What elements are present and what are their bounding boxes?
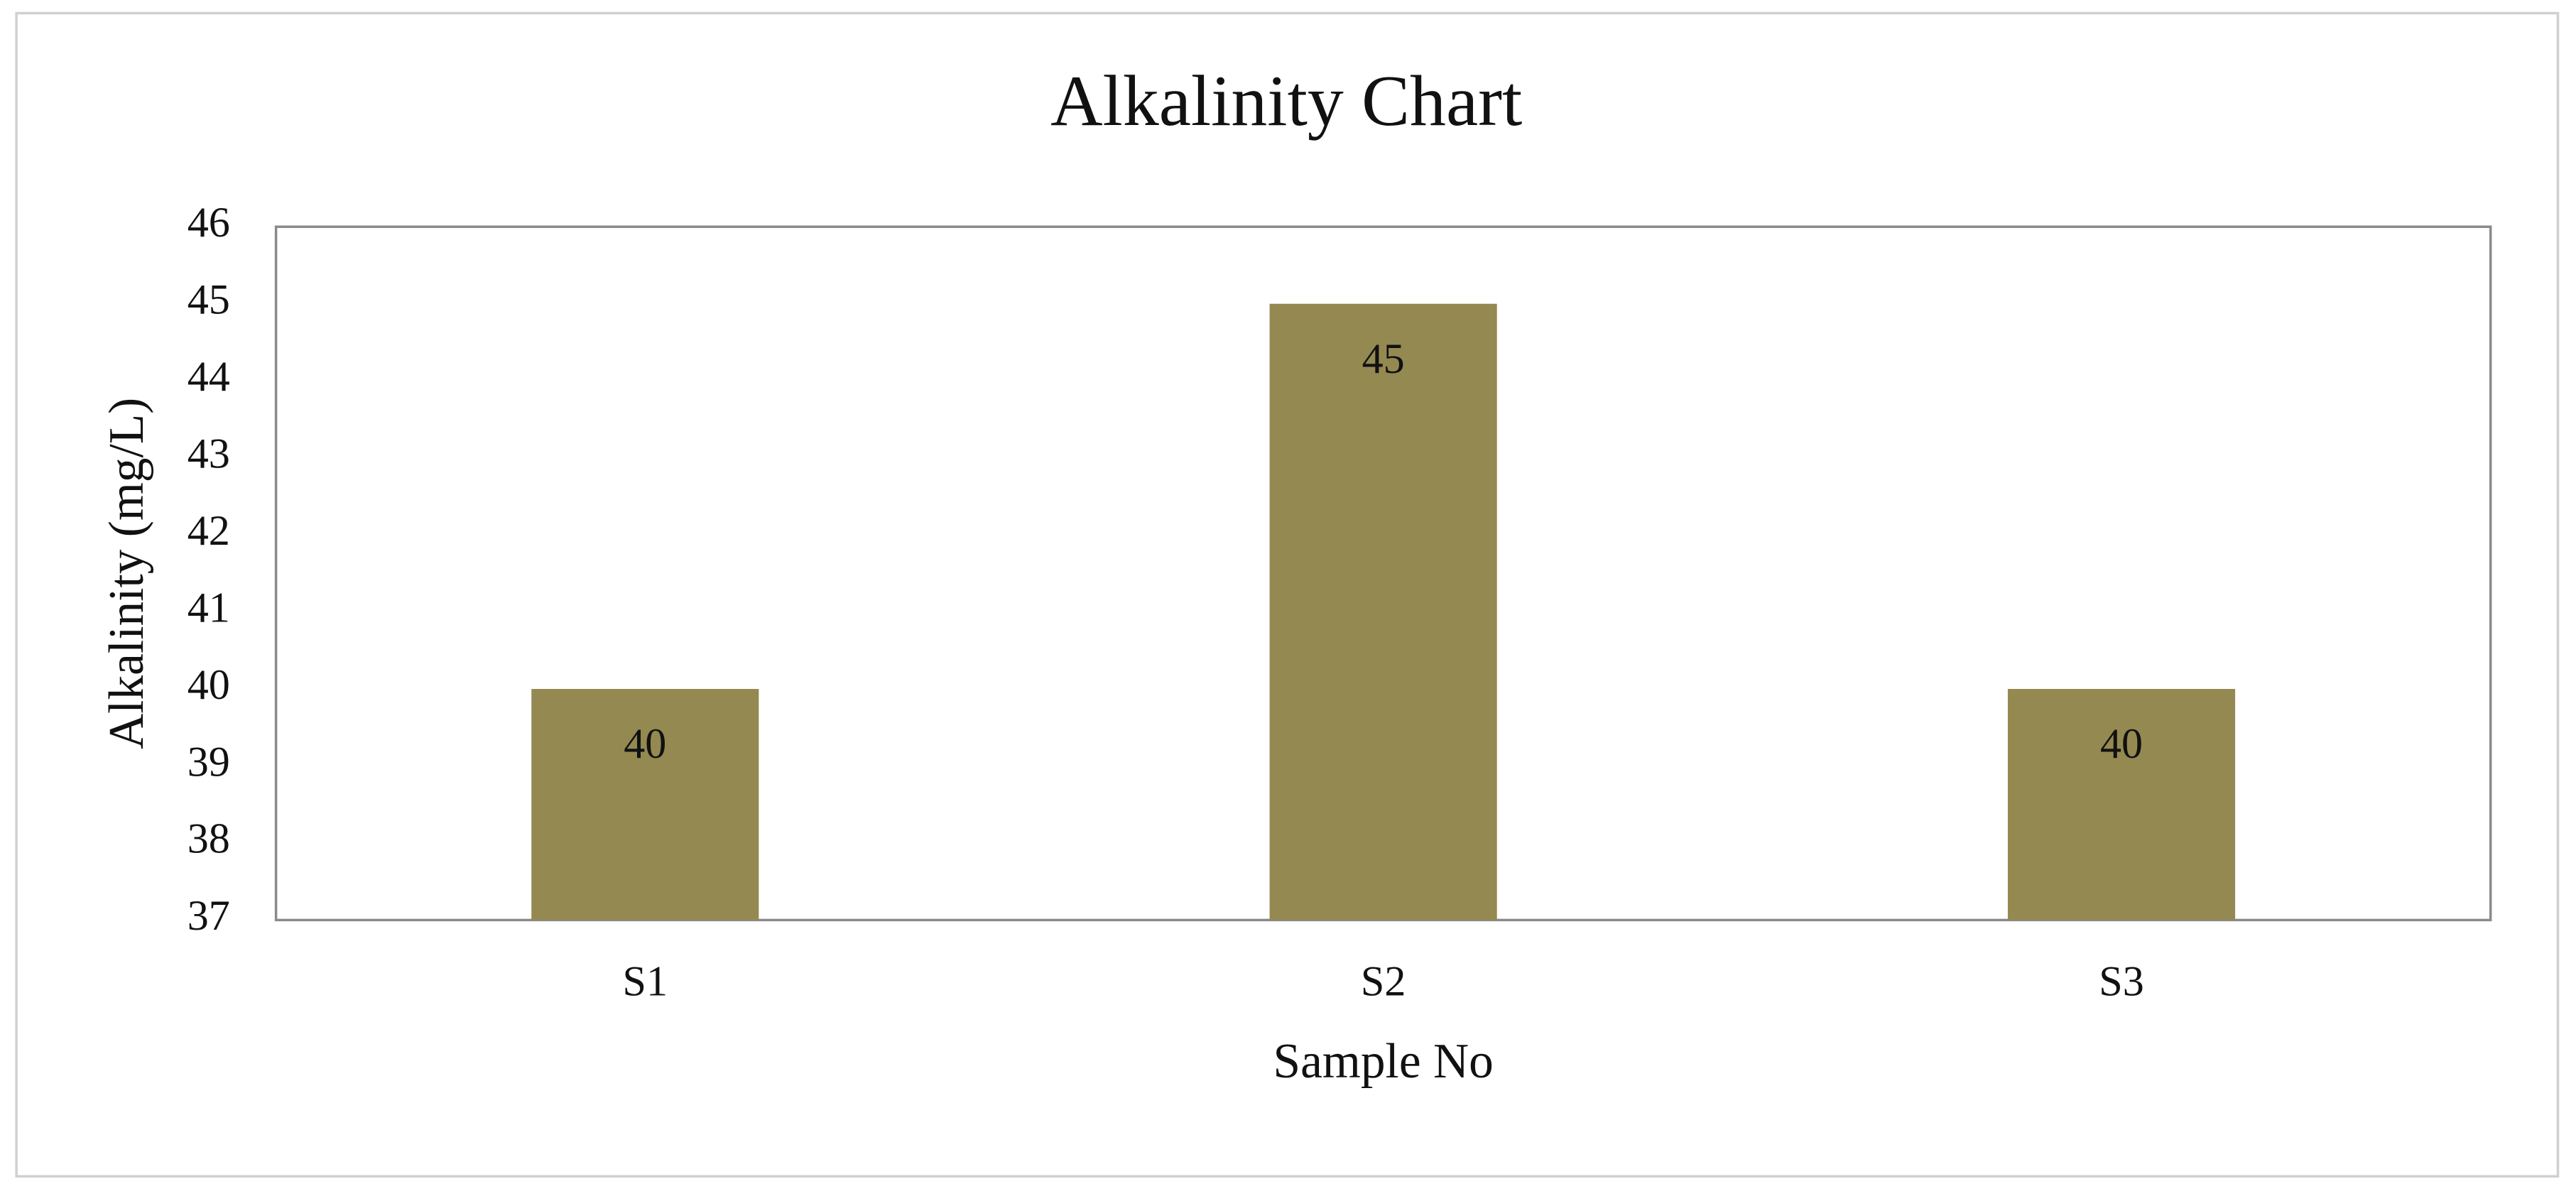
chart-title: Alkalinity Chart bbox=[1050, 61, 1522, 141]
data-label: 40 bbox=[624, 720, 666, 768]
x-axis-title: Sample No bbox=[1273, 1034, 1494, 1089]
y-tick-label: 45 bbox=[188, 276, 230, 324]
x-tick-label: S3 bbox=[2099, 958, 2144, 1006]
y-tick-label: 39 bbox=[188, 738, 230, 786]
y-tick-label: 41 bbox=[188, 584, 230, 631]
x-tick-label: S1 bbox=[623, 958, 668, 1006]
x-tick-label: S2 bbox=[1361, 958, 1406, 1006]
y-tick-label: 38 bbox=[188, 815, 230, 863]
bar bbox=[1269, 303, 1497, 920]
y-tick-label: 40 bbox=[188, 661, 230, 709]
y-tick-label: 46 bbox=[188, 199, 230, 246]
y-tick-label: 43 bbox=[188, 430, 230, 477]
bar bbox=[531, 689, 759, 920]
data-label: 45 bbox=[1362, 335, 1405, 383]
y-tick-label: 44 bbox=[188, 353, 230, 401]
y-tick-label: 42 bbox=[188, 507, 230, 555]
data-label: 40 bbox=[2100, 720, 2143, 768]
y-axis-title: Alkalinity (mg/L) bbox=[99, 398, 154, 749]
bar bbox=[2007, 689, 2236, 920]
y-tick-label: 37 bbox=[188, 892, 230, 940]
